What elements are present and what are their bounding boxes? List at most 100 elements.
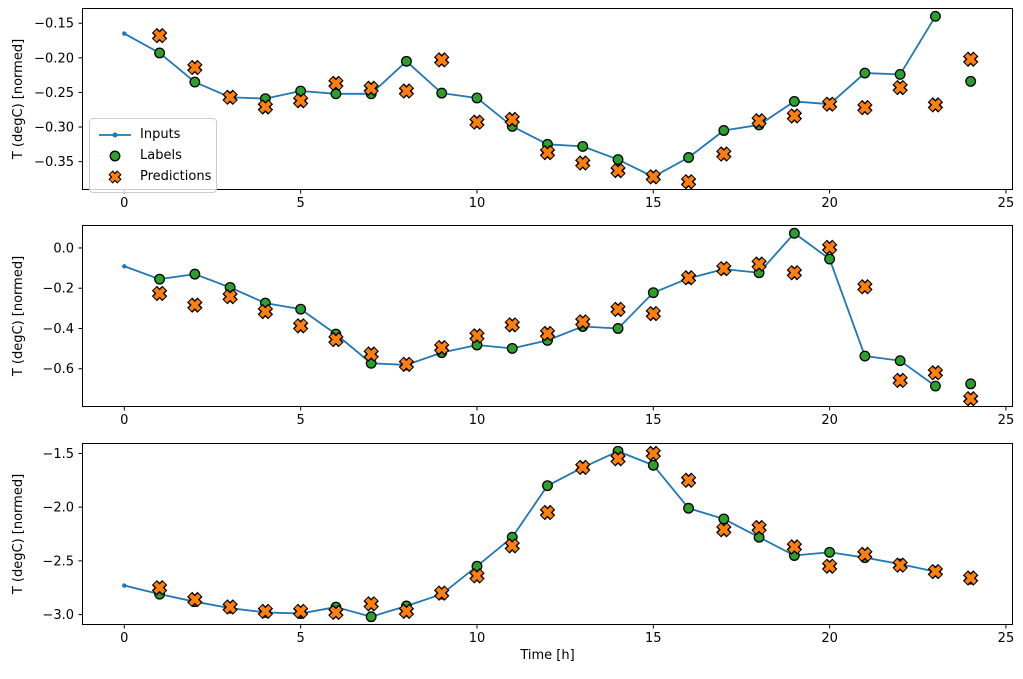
- x-tick-label: 10: [469, 413, 486, 428]
- prediction-x-marker-fill: [153, 29, 166, 42]
- label-circle-marker: [859, 67, 871, 79]
- label-circle-marker: [824, 253, 836, 265]
- prediction-x-marker-fill: [259, 605, 272, 618]
- prediction-x-marker-fill: [365, 82, 378, 95]
- label-circle-marker: [189, 268, 201, 280]
- label-circle-marker: [471, 92, 483, 104]
- x-tick-label: 25: [998, 631, 1015, 646]
- prediction-x-marker-fill: [153, 581, 166, 594]
- y-tick-label: −0.6: [42, 362, 74, 377]
- prediction-x-marker-fill: [259, 100, 272, 114]
- prediction-x-marker-fill: [329, 606, 342, 619]
- label-circle-marker: [824, 546, 836, 558]
- prediction-x-marker-fill: [470, 329, 484, 342]
- prediction-x-marker-fill: [788, 109, 801, 123]
- input-dot-marker: [122, 31, 127, 36]
- prediction-x-marker-fill: [894, 559, 907, 572]
- x-tick-label: 20: [821, 196, 838, 211]
- prediction-x-marker-fill: [753, 114, 766, 127]
- label-circle-marker: [929, 380, 941, 392]
- prediction-x-marker-fill: [753, 258, 766, 271]
- axes-border: [82, 443, 1013, 625]
- prediction-x-marker-fill: [188, 299, 201, 312]
- x-tick-label: 0: [120, 413, 128, 428]
- prediction-x-marker-fill: [964, 392, 977, 405]
- prediction-x-marker-fill: [929, 366, 942, 379]
- prediction-x-marker-fill: [823, 560, 836, 573]
- y-tick-label: −0.15: [34, 17, 74, 32]
- prediction-x-marker-fill: [858, 548, 871, 561]
- input-dot-marker: [122, 264, 127, 269]
- prediction-x-marker-fill: [753, 521, 766, 534]
- prediction-x-marker-fill: [365, 347, 378, 361]
- label-circle-marker: [400, 55, 412, 67]
- label-circle-marker: [330, 88, 342, 100]
- inputs-line: [124, 232, 936, 387]
- x-tick-label: 15: [645, 631, 662, 646]
- prediction-x-marker-fill: [506, 113, 519, 126]
- prediction-x-marker-fill: [329, 333, 342, 346]
- y-tick-label: −0.30: [34, 121, 74, 136]
- prediction-x-marker-fill: [894, 81, 907, 94]
- prediction-x-marker-fill: [541, 146, 554, 159]
- legend-label-predictions: Predictions: [140, 168, 212, 184]
- prediction-x-marker-fill: [435, 53, 448, 66]
- prediction-x-marker-fill: [470, 116, 484, 129]
- x-tick-label: 5: [297, 631, 305, 646]
- y-tick-label: −2.5: [42, 554, 74, 569]
- label-circle-marker: [683, 502, 695, 514]
- y-tick-label: −3.0: [42, 608, 74, 623]
- y-tick-label: −1.5: [42, 447, 74, 462]
- label-circle-marker: [647, 459, 659, 471]
- prediction-x-marker-fill: [682, 271, 695, 284]
- prediction-x-marker-fill: [929, 565, 942, 578]
- prediction-x-marker-fill: [294, 319, 307, 332]
- prediction-x-marker-fill: [788, 266, 801, 279]
- axes-border: [82, 225, 1013, 407]
- prediction-x-marker-fill: [294, 605, 307, 618]
- prediction-x-marker-fill: [329, 77, 342, 90]
- prediction-x-marker-fill: [435, 587, 448, 600]
- label-circle-marker: [154, 273, 166, 285]
- input-dot-marker: [122, 583, 127, 588]
- y-tick-label: −0.20: [34, 51, 74, 66]
- prediction-x-marker-fill: [576, 461, 589, 474]
- prediction-x-marker-fill: [823, 241, 836, 254]
- prediction-x-marker-fill: [647, 307, 660, 320]
- predictions-x-marker-icon: [98, 169, 132, 184]
- x-tick-label: 5: [297, 413, 305, 428]
- prediction-x-marker-fill: [964, 571, 977, 585]
- x-tick-label: 15: [645, 413, 662, 428]
- label-circle-marker: [612, 323, 624, 334]
- label-circle-marker: [718, 125, 730, 136]
- y-axis-label: T (degC) [normed]: [11, 256, 26, 377]
- label-circle-marker: [612, 154, 624, 166]
- x-tick-label: 5: [297, 196, 305, 211]
- labels-circle-marker-icon: [98, 149, 132, 163]
- label-circle-marker: [577, 140, 589, 152]
- prediction-x-marker-fill: [682, 474, 695, 487]
- subplot-top-temperature: 0 5 10 15 20 25 −0.15 −0.20 −0.25 −0.30 −0.35 T (de…: [11, 8, 1014, 211]
- prediction-x-marker-fill: [541, 506, 554, 519]
- prediction-x-marker-fill: [400, 358, 413, 371]
- label-circle-marker: [189, 76, 201, 88]
- legend-item-labels: Labels: [98, 145, 206, 166]
- prediction-x-marker-fill: [611, 452, 625, 465]
- prediction-x-marker-fill: [682, 175, 695, 188]
- prediction-x-marker-fill: [717, 147, 730, 161]
- prediction-x-marker-fill: [576, 156, 589, 170]
- label-circle-marker: [436, 87, 448, 99]
- prediction-x-marker-fill: [929, 98, 942, 111]
- plot-area: 0 5 10 15 20 25 0.0 −0.2 −0.4 −0.6 T (degC) [norme…: [11, 225, 1014, 428]
- prediction-x-marker-fill: [858, 280, 871, 293]
- plot-area: 0 5 10 15 20 25 −1.5 −2.0 −2.5 −3.0 T (degC) [norm…: [11, 443, 1014, 663]
- label-circle-marker: [542, 480, 553, 492]
- y-axis-label: T (degC) [normed]: [11, 39, 26, 160]
- legend-label-inputs: Inputs: [140, 126, 181, 142]
- x-axis-label: Time [h]: [519, 648, 574, 663]
- subplot-middle-temperature: 0 5 10 15 20 25 0.0 −0.2 −0.4 −0.6 T (degC) [norme…: [11, 225, 1014, 428]
- prediction-x-marker-fill: [576, 315, 589, 328]
- legend-label-labels: Labels: [140, 147, 182, 163]
- prediction-x-marker-fill: [188, 61, 201, 74]
